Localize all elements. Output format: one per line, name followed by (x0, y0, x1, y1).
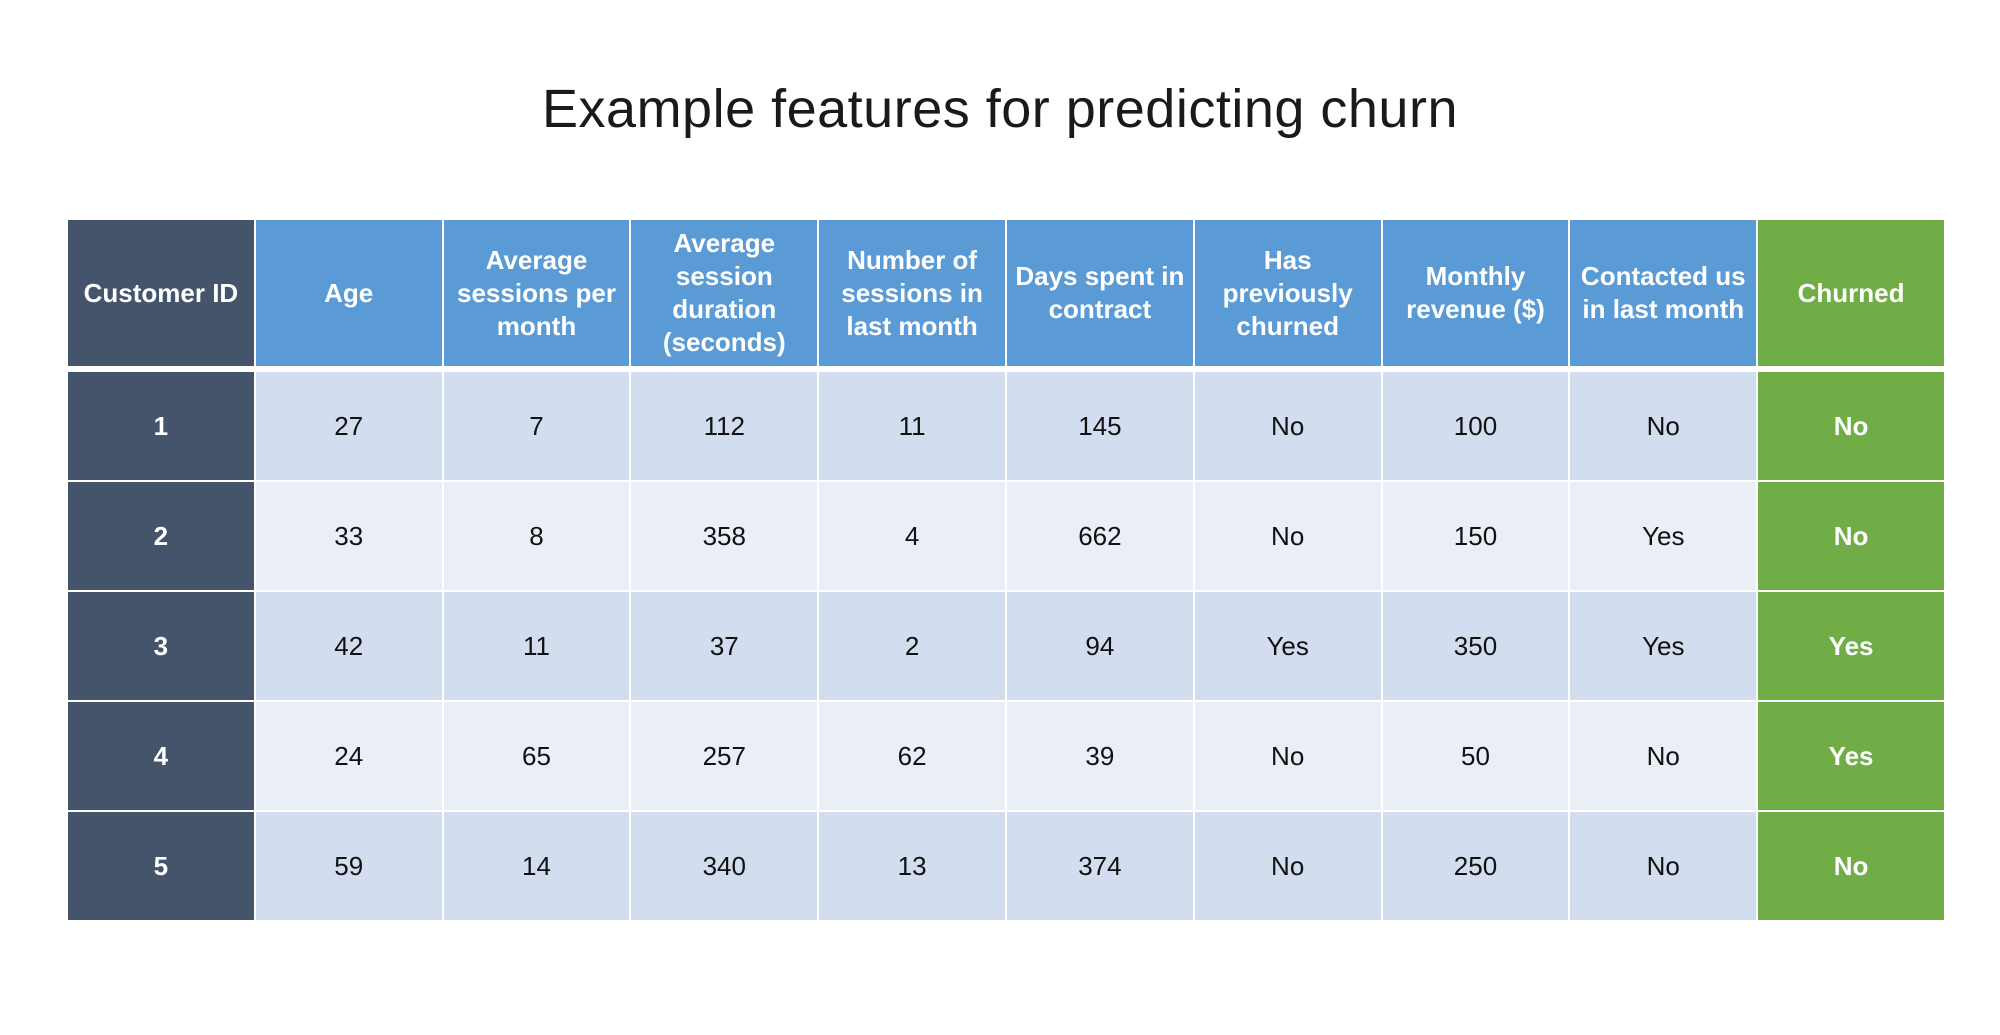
cell-contacted-us: No (1568, 810, 1759, 922)
cell-sessions-last-month: 11 (817, 368, 1007, 482)
table-body: 1 27 7 112 11 145 No 100 No No 2 33 8 358 4 662 No 150 Yes… (66, 368, 1946, 922)
table-row: 5 59 14 340 13 374 No 250 No No (66, 810, 1946, 922)
cell-days-in-contract: 145 (1004, 368, 1195, 482)
cell-days-in-contract: 39 (1004, 700, 1195, 812)
cell-churned: No (1756, 810, 1946, 922)
cell-sessions-last-month: 4 (817, 480, 1007, 592)
cell-churned: No (1756, 480, 1946, 592)
cell-avg-sessions: 11 (441, 590, 632, 702)
cell-avg-session-duration: 37 (629, 590, 820, 702)
cell-age: 33 (253, 480, 444, 592)
cell-churned: Yes (1756, 590, 1946, 702)
cell-churned: Yes (1756, 700, 1946, 812)
cell-avg-sessions: 14 (441, 810, 632, 922)
cell-customer-id: 1 (66, 368, 256, 482)
cell-avg-session-duration: 112 (629, 368, 820, 482)
cell-days-in-contract: 374 (1004, 810, 1195, 922)
cell-monthly-revenue: 50 (1380, 700, 1571, 812)
cell-previously-churned: No (1192, 480, 1383, 592)
cell-age: 42 (253, 590, 444, 702)
slide-title: Example features for predicting churn (542, 79, 1458, 139)
cell-contacted-us: No (1568, 368, 1759, 482)
features-table-container: Customer ID Age Average sessions per mon… (66, 218, 1946, 922)
cell-avg-sessions: 8 (441, 480, 632, 592)
cell-previously-churned: No (1192, 810, 1383, 922)
cell-previously-churned: Yes (1192, 590, 1383, 702)
cell-customer-id: 2 (66, 480, 256, 592)
column-header-avg-sessions: Average sessions per month (441, 218, 632, 372)
cell-avg-sessions: 7 (441, 368, 632, 482)
cell-contacted-us: Yes (1568, 590, 1759, 702)
cell-monthly-revenue: 250 (1380, 810, 1571, 922)
table-row: 4 24 65 257 62 39 No 50 No Yes (66, 700, 1946, 812)
cell-avg-session-duration: 257 (629, 700, 820, 812)
cell-age: 27 (253, 368, 444, 482)
cell-previously-churned: No (1192, 368, 1383, 482)
cell-avg-sessions: 65 (441, 700, 632, 812)
table-row: 3 42 11 37 2 94 Yes 350 Yes Yes (66, 590, 1946, 702)
column-header-avg-session-duration: Average session duration (seconds) (629, 218, 820, 372)
table-header: Customer ID Age Average sessions per mon… (66, 218, 1946, 372)
table-row: 2 33 8 358 4 662 No 150 Yes No (66, 480, 1946, 592)
column-header-monthly-revenue: Monthly revenue ($) (1380, 218, 1571, 372)
cell-avg-session-duration: 358 (629, 480, 820, 592)
cell-previously-churned: No (1192, 700, 1383, 812)
column-header-sessions-last-month: Number of sessions in last month (817, 218, 1007, 372)
column-header-contacted-us: Contacted us in last month (1568, 218, 1759, 372)
cell-age: 24 (253, 700, 444, 812)
features-table: Customer ID Age Average sessions per mon… (66, 218, 1946, 922)
cell-days-in-contract: 94 (1004, 590, 1195, 702)
cell-customer-id: 5 (66, 810, 256, 922)
cell-days-in-contract: 662 (1004, 480, 1195, 592)
cell-sessions-last-month: 62 (817, 700, 1007, 812)
cell-monthly-revenue: 150 (1380, 480, 1571, 592)
cell-monthly-revenue: 100 (1380, 368, 1571, 482)
cell-avg-session-duration: 340 (629, 810, 820, 922)
header-row: Customer ID Age Average sessions per mon… (66, 218, 1946, 372)
column-header-age: Age (253, 218, 444, 372)
column-header-days-in-contract: Days spent in contract (1004, 218, 1195, 372)
column-header-churned: Churned (1756, 218, 1946, 372)
column-header-previously-churned: Has previously churned (1192, 218, 1383, 372)
cell-churned: No (1756, 368, 1946, 482)
cell-customer-id: 3 (66, 590, 256, 702)
cell-age: 59 (253, 810, 444, 922)
cell-sessions-last-month: 2 (817, 590, 1007, 702)
cell-sessions-last-month: 13 (817, 810, 1007, 922)
cell-customer-id: 4 (66, 700, 256, 812)
cell-monthly-revenue: 350 (1380, 590, 1571, 702)
table-row: 1 27 7 112 11 145 No 100 No No (66, 368, 1946, 482)
cell-contacted-us: Yes (1568, 480, 1759, 592)
column-header-customer-id: Customer ID (66, 218, 256, 372)
cell-contacted-us: No (1568, 700, 1759, 812)
